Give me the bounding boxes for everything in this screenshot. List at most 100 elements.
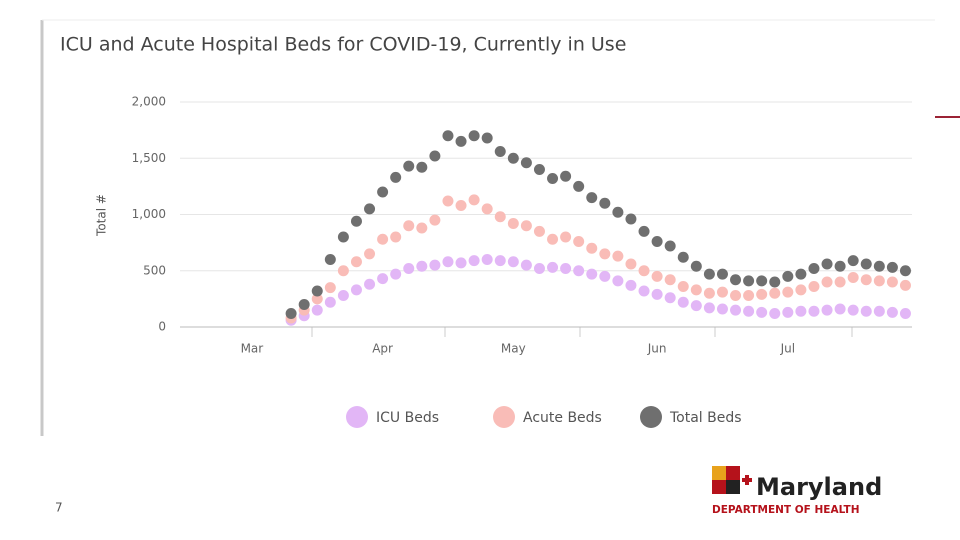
data-point: [743, 275, 755, 287]
data-point: [860, 274, 872, 286]
data-point: [769, 287, 781, 299]
x-tick-label: Jun: [647, 342, 667, 356]
data-point: [612, 275, 624, 287]
data-point: [886, 276, 898, 288]
data-point: [416, 161, 428, 173]
logo-flag: [712, 480, 726, 494]
data-point: [651, 236, 663, 247]
data-point: [586, 242, 598, 254]
data-point: [311, 293, 323, 305]
data-point: [429, 259, 441, 271]
data-point: [782, 306, 794, 318]
y-tick-label: 0: [158, 320, 166, 334]
data-point: [337, 265, 349, 277]
x-axis-ticks: [311, 327, 853, 337]
data-point: [533, 263, 545, 274]
data-point: [886, 306, 898, 318]
x-tick-label: May: [501, 342, 526, 356]
data-point: [625, 279, 637, 291]
data-point: [651, 270, 663, 282]
data-point: [599, 248, 611, 260]
data-point: [442, 256, 454, 268]
data-point: [730, 304, 742, 316]
data-point: [560, 231, 572, 243]
logo: Maryland DEPARTMENT OF HEALTH: [712, 466, 882, 516]
data-point: [494, 146, 506, 157]
data-point: [324, 254, 336, 265]
y-axis-title: Total #: [95, 194, 109, 237]
data-point: [377, 186, 389, 198]
data-point: [507, 152, 519, 164]
logo-subtitle: DEPARTMENT OF HEALTH: [712, 504, 860, 516]
data-point: [808, 305, 820, 317]
chart-title: ICU and Acute Hospital Beds for COVID-19…: [60, 34, 626, 56]
data-point: [821, 276, 833, 288]
data-point: [899, 265, 911, 277]
y-tick-label: 1,500: [132, 151, 166, 165]
data-point: [795, 268, 807, 280]
data-point: [494, 211, 506, 223]
data-point: [873, 275, 885, 287]
data-point: [664, 292, 676, 304]
data-point: [795, 284, 807, 296]
data-point: [612, 206, 624, 218]
data-point: [586, 192, 598, 204]
data-point: [730, 290, 742, 301]
data-point: [638, 285, 650, 297]
data-point: [364, 248, 376, 260]
legend-swatch: [493, 406, 515, 428]
data-point: [716, 286, 728, 298]
data-point: [756, 306, 768, 318]
data-point: [873, 305, 885, 317]
data-point: [756, 275, 768, 287]
logo-flag: [726, 466, 740, 480]
data-point: [756, 288, 768, 300]
data-point: [547, 261, 559, 273]
data-point: [494, 255, 506, 267]
data-point: [677, 251, 689, 263]
data-point: [808, 263, 820, 274]
data-point: [324, 282, 336, 294]
data-point: [795, 305, 807, 317]
data-point: [873, 260, 885, 272]
data-point: [533, 164, 545, 175]
data-point: [337, 290, 349, 301]
data-point: [520, 220, 532, 232]
data-point: [664, 240, 676, 252]
data-point: [533, 225, 545, 237]
data-point: [547, 233, 559, 245]
data-point: [285, 308, 297, 319]
data-point: [664, 274, 676, 286]
data-point: [337, 231, 349, 243]
data-point: [403, 160, 415, 172]
data-point: [690, 300, 702, 312]
data-point: [455, 200, 467, 211]
data-point: [364, 278, 376, 290]
y-tick-label: 1,000: [132, 207, 166, 221]
data-point: [847, 272, 859, 283]
data-point: [442, 130, 454, 142]
data-point: [377, 233, 389, 245]
data-point: [625, 213, 637, 225]
logo-flag: [726, 480, 740, 494]
data-point: [690, 284, 702, 296]
logo-cross: [742, 475, 752, 485]
data-point: [782, 270, 794, 282]
y-tick-label: 500: [143, 263, 166, 277]
data-point: [769, 308, 781, 319]
x-tick-label: Jul: [780, 342, 795, 356]
data-point: [703, 268, 715, 280]
data-point: [860, 305, 872, 317]
legend-label: ICU Beds: [376, 410, 439, 426]
data-point: [416, 260, 428, 272]
data-point: [507, 256, 519, 268]
legend-swatch: [640, 406, 662, 428]
data-point: [821, 304, 833, 316]
data-point: [716, 268, 728, 280]
logo-flag: [712, 466, 726, 480]
data-point: [311, 285, 323, 297]
data-point: [899, 308, 911, 319]
data-point: [782, 286, 794, 298]
data-point: [442, 195, 454, 207]
